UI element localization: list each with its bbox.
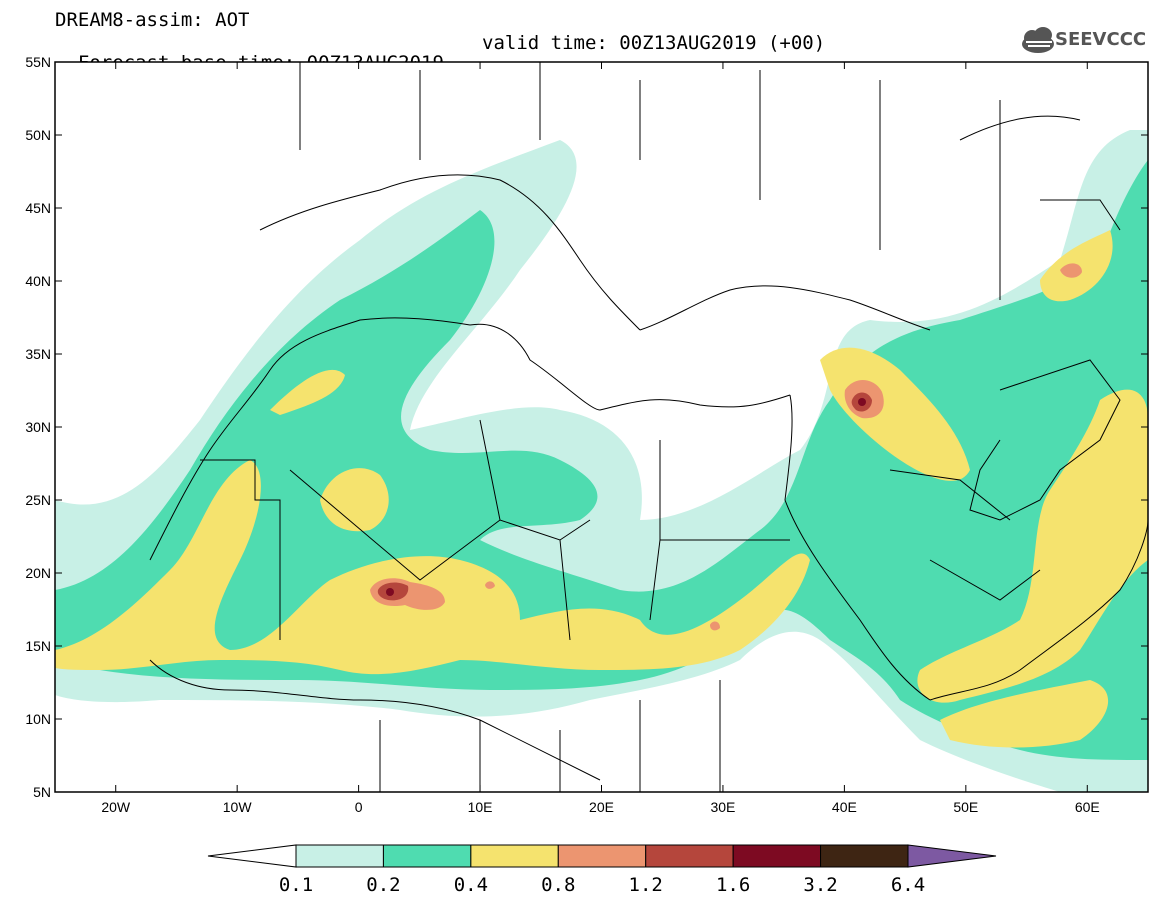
colorbar-segment — [732, 844, 822, 868]
colorbar-level-label: 6.4 — [891, 874, 925, 896]
lat-label: 5N — [33, 784, 51, 800]
lat-label: 45N — [25, 200, 51, 216]
colorbar-level-label: 0.1 — [279, 874, 313, 896]
lon-label: 20E — [589, 799, 614, 815]
lat-label: 20N — [25, 565, 51, 581]
lat-label: 35N — [25, 346, 51, 362]
colorbar: 0.1 0.2 0.4 0.8 1.2 1.6 3.2 6.4 — [207, 844, 997, 896]
lat-label: 25N — [25, 492, 51, 508]
lat-label: 10N — [25, 711, 51, 727]
map-title: DREAM8-assim: AOT — [55, 9, 250, 31]
lat-label: 55N — [25, 54, 51, 70]
colorbar-under-triangle — [207, 844, 297, 868]
latitude-labels: 55N 50N 45N 40N 35N 30N 25N 20N 15N 10N 5N — [25, 54, 51, 800]
lon-label: 10W — [223, 799, 253, 815]
colorbar-segment — [470, 844, 559, 868]
lat-label: 50N — [25, 127, 51, 143]
cloud-logo-icon — [1022, 27, 1054, 53]
colorbar-segment — [820, 844, 909, 868]
colorbar-segment — [382, 844, 472, 868]
colorbar-level-label: 0.4 — [454, 874, 488, 896]
lon-label: 20W — [101, 799, 131, 815]
aot-contour-peak — [386, 398, 866, 596]
coastlines — [149, 62, 1148, 792]
lon-label: 60E — [1075, 799, 1100, 815]
colorbar-level-label: 3.2 — [803, 874, 837, 896]
lat-label: 30N — [25, 419, 51, 435]
longitude-labels: 20W 10W 0 10E 20E 30E 40E 50E 60E — [101, 799, 1099, 815]
axis-ticks — [55, 61, 1148, 793]
colorbar-level-label: 1.2 — [629, 874, 663, 896]
colorbar-level-label: 1.6 — [716, 874, 750, 896]
colorbar-segment — [295, 844, 384, 868]
colorbar-level-label: 0.8 — [541, 874, 575, 896]
lon-label: 40E — [832, 799, 857, 815]
lon-label: 10E — [468, 799, 493, 815]
logo-text: SEEVCCC — [1055, 29, 1147, 50]
lon-label: 50E — [953, 799, 978, 815]
lat-label: 15N — [25, 638, 51, 654]
valid-time: valid time: 00Z13AUG2019 (+00) — [482, 32, 826, 54]
colorbar-segment — [557, 844, 647, 868]
lon-label: 30E — [710, 799, 735, 815]
lat-label: 40N — [25, 273, 51, 289]
lon-label: 0 — [355, 799, 363, 815]
colorbar-over-triangle — [907, 844, 997, 868]
colorbar-segment — [645, 844, 734, 868]
colorbar-level-label: 0.2 — [366, 874, 400, 896]
aot-field — [55, 62, 1148, 792]
